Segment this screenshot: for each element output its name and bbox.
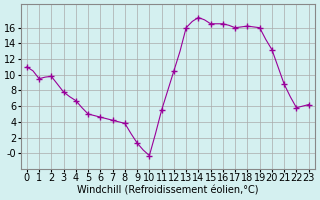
X-axis label: Windchill (Refroidissement éolien,°C): Windchill (Refroidissement éolien,°C)	[77, 186, 259, 196]
